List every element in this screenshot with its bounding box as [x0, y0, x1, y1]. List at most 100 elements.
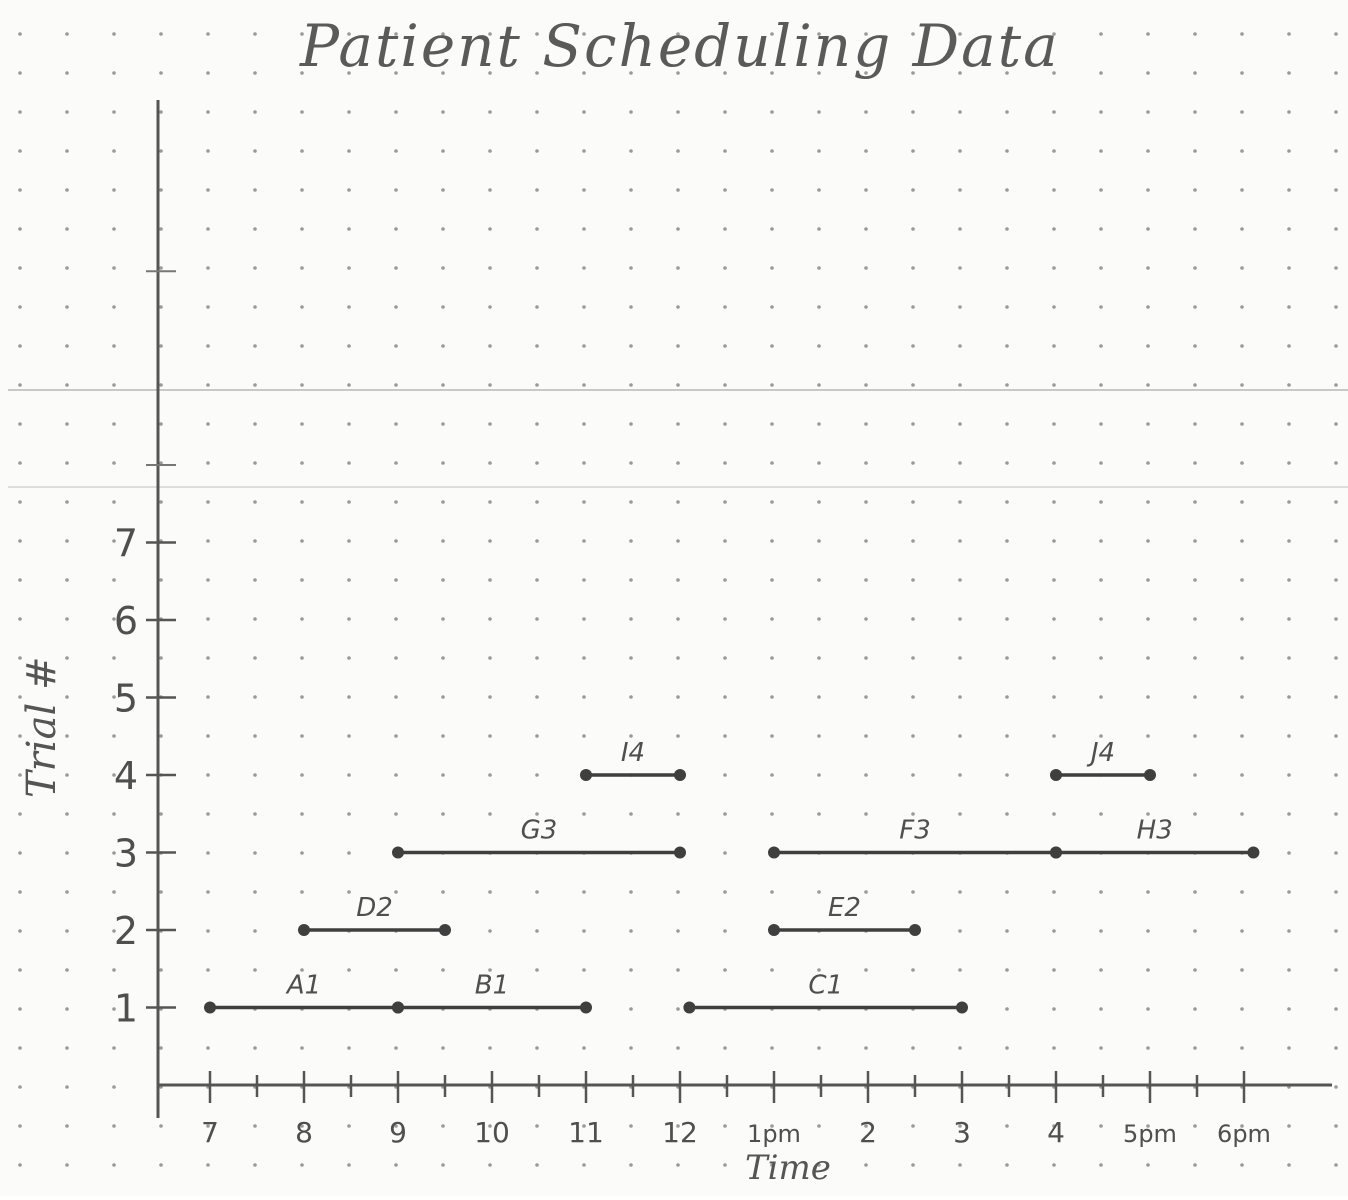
grid-dot: [1005, 500, 1009, 504]
grid-dot: [1005, 344, 1009, 348]
grid-dot: [159, 1163, 163, 1167]
y-tick-label: 5: [114, 677, 138, 721]
grid-dot: [441, 344, 445, 348]
grid-dot: [1099, 578, 1103, 582]
grid-dot: [1334, 422, 1338, 426]
grid-dot: [723, 1046, 727, 1050]
grid-dot: [1099, 890, 1103, 894]
grid-dot: [206, 344, 210, 348]
grid-dot: [1193, 1007, 1197, 1011]
y-axis-label: Trial #: [19, 656, 65, 798]
grid-dot: [206, 71, 210, 75]
grid-dot: [488, 617, 492, 621]
grid-dot: [770, 695, 774, 699]
grid-dot: [1099, 1124, 1103, 1128]
grid-dot: [159, 71, 163, 75]
grid-dot: [817, 773, 821, 777]
grid-dot: [817, 188, 821, 192]
grid-dot: [65, 266, 69, 270]
grid-dot: [253, 344, 257, 348]
interval-end-point: [580, 1001, 592, 1014]
grid-dot: [770, 266, 774, 270]
grid-dot: [1240, 32, 1244, 36]
grid-dot: [864, 773, 868, 777]
grid-dot: [1334, 383, 1338, 387]
grid-dot: [1052, 539, 1056, 543]
grid-dot: [911, 110, 915, 114]
grid-dot: [1334, 1007, 1338, 1011]
grid-dot: [1052, 110, 1056, 114]
grid-dot: [347, 344, 351, 348]
grid-dot: [1240, 149, 1244, 153]
grid-dot: [18, 149, 22, 153]
grid-dot: [770, 1163, 774, 1167]
grid-dot: [488, 227, 492, 231]
grid-dot: [65, 188, 69, 192]
grid-dot: [1052, 500, 1056, 504]
grid-dot: [1052, 734, 1056, 738]
grid-dot: [582, 890, 586, 894]
grid-dot: [18, 539, 22, 543]
grid-dot: [535, 1046, 539, 1050]
grid-dot: [65, 812, 69, 816]
grid-dot: [911, 422, 915, 426]
grid-dot: [535, 578, 539, 582]
grid-dot: [1146, 305, 1150, 309]
x-tick-label: 12: [662, 1116, 698, 1149]
grid-dot: [394, 32, 398, 36]
grid-dot: [488, 1046, 492, 1050]
grid-dot: [629, 539, 633, 543]
grid-dot: [206, 461, 210, 465]
grid-dot: [676, 1163, 680, 1167]
grid-dot: [864, 71, 868, 75]
grid-dot: [1146, 578, 1150, 582]
grid-dot: [1005, 929, 1009, 933]
grid-dot: [958, 929, 962, 933]
grid-dot: [1099, 149, 1103, 153]
grid-dot: [582, 578, 586, 582]
grid-dot: [159, 305, 163, 309]
grid-dot: [817, 578, 821, 582]
grid-dot: [441, 695, 445, 699]
grid-dot: [253, 851, 257, 855]
grid-dot: [582, 734, 586, 738]
grid-dot: [300, 890, 304, 894]
grid-dot: [864, 422, 868, 426]
grid-dot: [864, 149, 868, 153]
grid-dot: [911, 383, 915, 387]
grid-dot: [629, 734, 633, 738]
grid-dot: [1287, 773, 1291, 777]
grid-dot: [1146, 71, 1150, 75]
grid-dot: [18, 71, 22, 75]
grid-dot: [300, 71, 304, 75]
grid-dot: [1287, 578, 1291, 582]
grid-dot: [723, 500, 727, 504]
interval-label: A1: [285, 971, 321, 1001]
grid-dot: [18, 734, 22, 738]
grid-dot: [817, 227, 821, 231]
grid-dot: [723, 71, 727, 75]
grid-dot: [582, 461, 586, 465]
x-tick-label: 11: [568, 1116, 604, 1149]
grid-dot: [1005, 1124, 1009, 1128]
grid-dot: [1193, 812, 1197, 816]
x-tick-label: 3: [953, 1116, 971, 1149]
grid-dot: [676, 1124, 680, 1128]
grid-dot: [535, 32, 539, 36]
grid-dot: [676, 656, 680, 660]
grid-dot: [65, 305, 69, 309]
grid-dot: [1005, 773, 1009, 777]
grid-dot: [347, 1163, 351, 1167]
grid-dot: [1240, 929, 1244, 933]
grid-dot: [112, 1046, 116, 1050]
interval-start-point: [204, 1001, 216, 1014]
grid-dot: [159, 578, 163, 582]
grid-dot: [65, 695, 69, 699]
grid-dot: [1193, 1046, 1197, 1050]
grid-dot: [817, 344, 821, 348]
grid-dot: [582, 812, 586, 816]
grid-dot: [1287, 1163, 1291, 1167]
grid-dot: [394, 266, 398, 270]
grid-dot: [817, 305, 821, 309]
grid-dot: [488, 500, 492, 504]
